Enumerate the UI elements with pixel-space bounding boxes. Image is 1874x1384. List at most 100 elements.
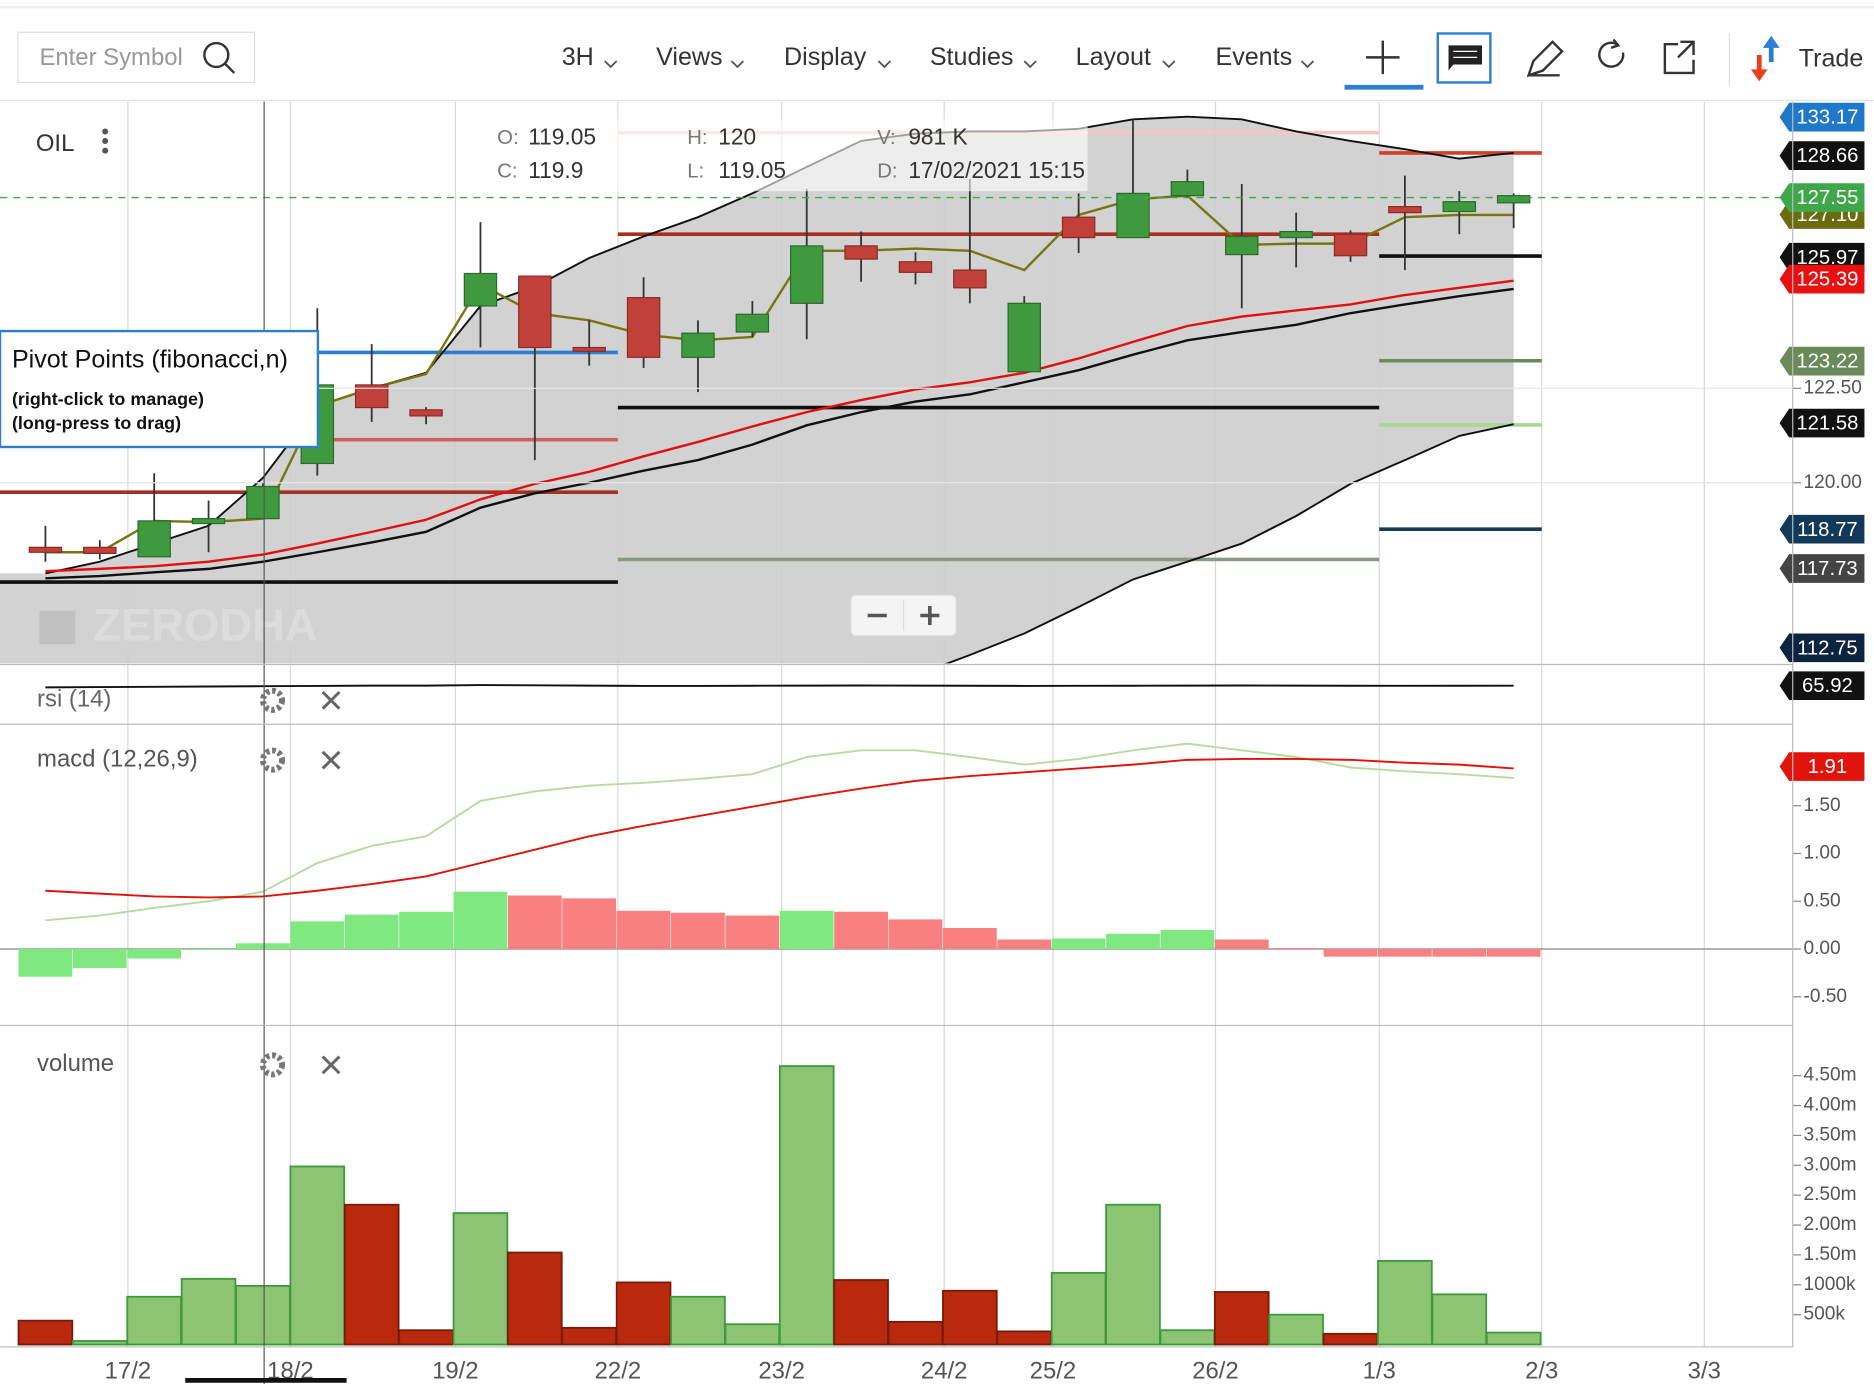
menu-chevron <box>1162 60 1176 69</box>
zoom-in[interactable] <box>920 605 940 626</box>
macd-bar <box>1106 933 1160 950</box>
draw-tool[interactable] <box>1526 40 1564 78</box>
macd-bar <box>997 939 1052 950</box>
volume-bar <box>1377 1259 1433 1346</box>
macd-line <box>45 742 1514 922</box>
menu-chevron <box>604 60 618 69</box>
price-badge: 125.97 <box>1779 242 1865 272</box>
candle-body <box>1279 230 1313 239</box>
macd-bar <box>1486 949 1541 957</box>
badge-label: 125.39 <box>1796 269 1858 291</box>
volume-bar <box>887 1320 944 1346</box>
volume-bar <box>289 1165 346 1346</box>
close-icon[interactable] <box>321 1055 341 1075</box>
candle-body <box>1170 181 1205 197</box>
candle-body <box>463 272 498 307</box>
info-value: 119.05 <box>718 157 786 183</box>
badge-shape <box>1779 554 1865 583</box>
study-controls <box>259 687 341 713</box>
candle-body <box>1007 302 1041 373</box>
badge-label: 1.91 <box>1808 756 1848 778</box>
macd-bar <box>181 949 236 950</box>
date-label: 24/2 <box>921 1357 968 1384</box>
menu-item[interactable]: Layout <box>1076 43 1151 71</box>
watermark: ZERODHA <box>93 600 318 651</box>
search-icon <box>223 62 236 74</box>
volume-bar <box>72 1340 128 1346</box>
badge-shape <box>1779 633 1865 663</box>
price-badge: 133.17 <box>1779 102 1865 132</box>
comment-tool[interactable] <box>1436 32 1492 84</box>
settings-icon[interactable] <box>259 687 286 713</box>
candle-body <box>953 269 987 289</box>
macd-bar <box>671 912 725 950</box>
settings-icon[interactable] <box>259 747 286 773</box>
expand-tool[interactable] <box>1663 40 1695 75</box>
volume-bar <box>398 1329 454 1346</box>
price-badge: 112.75 <box>1779 633 1865 663</box>
trade-icon <box>1762 35 1780 63</box>
menu-item[interactable]: 3H <box>562 43 594 71</box>
info-value: 119.9 <box>528 157 583 183</box>
macd-bar <box>888 919 943 950</box>
pivot-popup[interactable]: Pivot Points (fibonacci,n) (right-click … <box>0 329 320 449</box>
search-box[interactable] <box>17 31 256 84</box>
close-icon[interactable] <box>321 750 341 770</box>
candle-body <box>354 384 389 409</box>
volume-bar <box>1159 1329 1216 1346</box>
menu-item[interactable]: Views <box>656 43 722 71</box>
candle-body <box>28 546 63 553</box>
macd-bar <box>236 943 290 950</box>
price-tick-label: 120.00 <box>1803 472 1861 493</box>
info-label: D: <box>877 160 897 182</box>
macd-bar <box>616 910 671 950</box>
band-lower <box>944 423 1514 664</box>
macd-bar <box>1323 949 1378 957</box>
badge-label: 128.66 <box>1796 145 1858 167</box>
candle-body <box>191 518 226 525</box>
volume-bar <box>996 1330 1053 1346</box>
close-icon[interactable] <box>321 690 341 710</box>
info-value: 981 K <box>908 124 967 150</box>
price-badge: 118.77 <box>1779 514 1865 544</box>
info-value: 120 <box>718 124 756 150</box>
volume-bar <box>507 1251 563 1346</box>
info-label: C: <box>497 160 517 182</box>
study-controls <box>259 1052 341 1078</box>
price-badge: 125.39 <box>1779 264 1865 294</box>
macd-bar <box>1378 949 1432 957</box>
badge-shape <box>1779 514 1865 544</box>
macd-bar <box>779 910 834 950</box>
price-panel <box>0 115 1542 664</box>
refresh-tool[interactable] <box>1598 38 1625 68</box>
candle-body <box>681 332 715 358</box>
macd-bar <box>399 911 453 950</box>
badge-label: 127.55 <box>1796 187 1858 209</box>
macd-bar <box>1269 948 1324 950</box>
macd-bar <box>18 949 73 977</box>
volume-bar <box>778 1065 835 1346</box>
badge-shape <box>1779 346 1865 376</box>
candle-body <box>1116 192 1150 239</box>
volume-tick-label: 2.00m <box>1803 1214 1856 1235</box>
candle-body <box>1388 206 1422 214</box>
settings-icon[interactable] <box>259 1052 286 1078</box>
menu-item[interactable]: Display <box>784 43 867 71</box>
price-badge: 123.22 <box>1779 346 1865 376</box>
badge-label: 123.22 <box>1796 351 1858 373</box>
menu-item[interactable]: Studies <box>930 43 1014 71</box>
info-label: V: <box>877 127 895 149</box>
macd-bar <box>72 949 127 969</box>
crosshair-tool[interactable] <box>1366 40 1400 75</box>
symbol-menu[interactable] <box>102 128 109 154</box>
study-controls <box>259 747 341 773</box>
price-badge: 128.66 <box>1779 141 1865 170</box>
badge-label: 125.97 <box>1796 247 1858 269</box>
menu-item[interactable]: Events <box>1215 43 1292 71</box>
trade-button[interactable]: Trade <box>1799 44 1864 72</box>
badge-shape <box>1779 264 1865 294</box>
toolbar: Enter Symbol Trade 3H Views Display Studies… <box>17 31 1864 90</box>
volume-bar <box>561 1326 617 1346</box>
volume-bar <box>1050 1271 1107 1346</box>
